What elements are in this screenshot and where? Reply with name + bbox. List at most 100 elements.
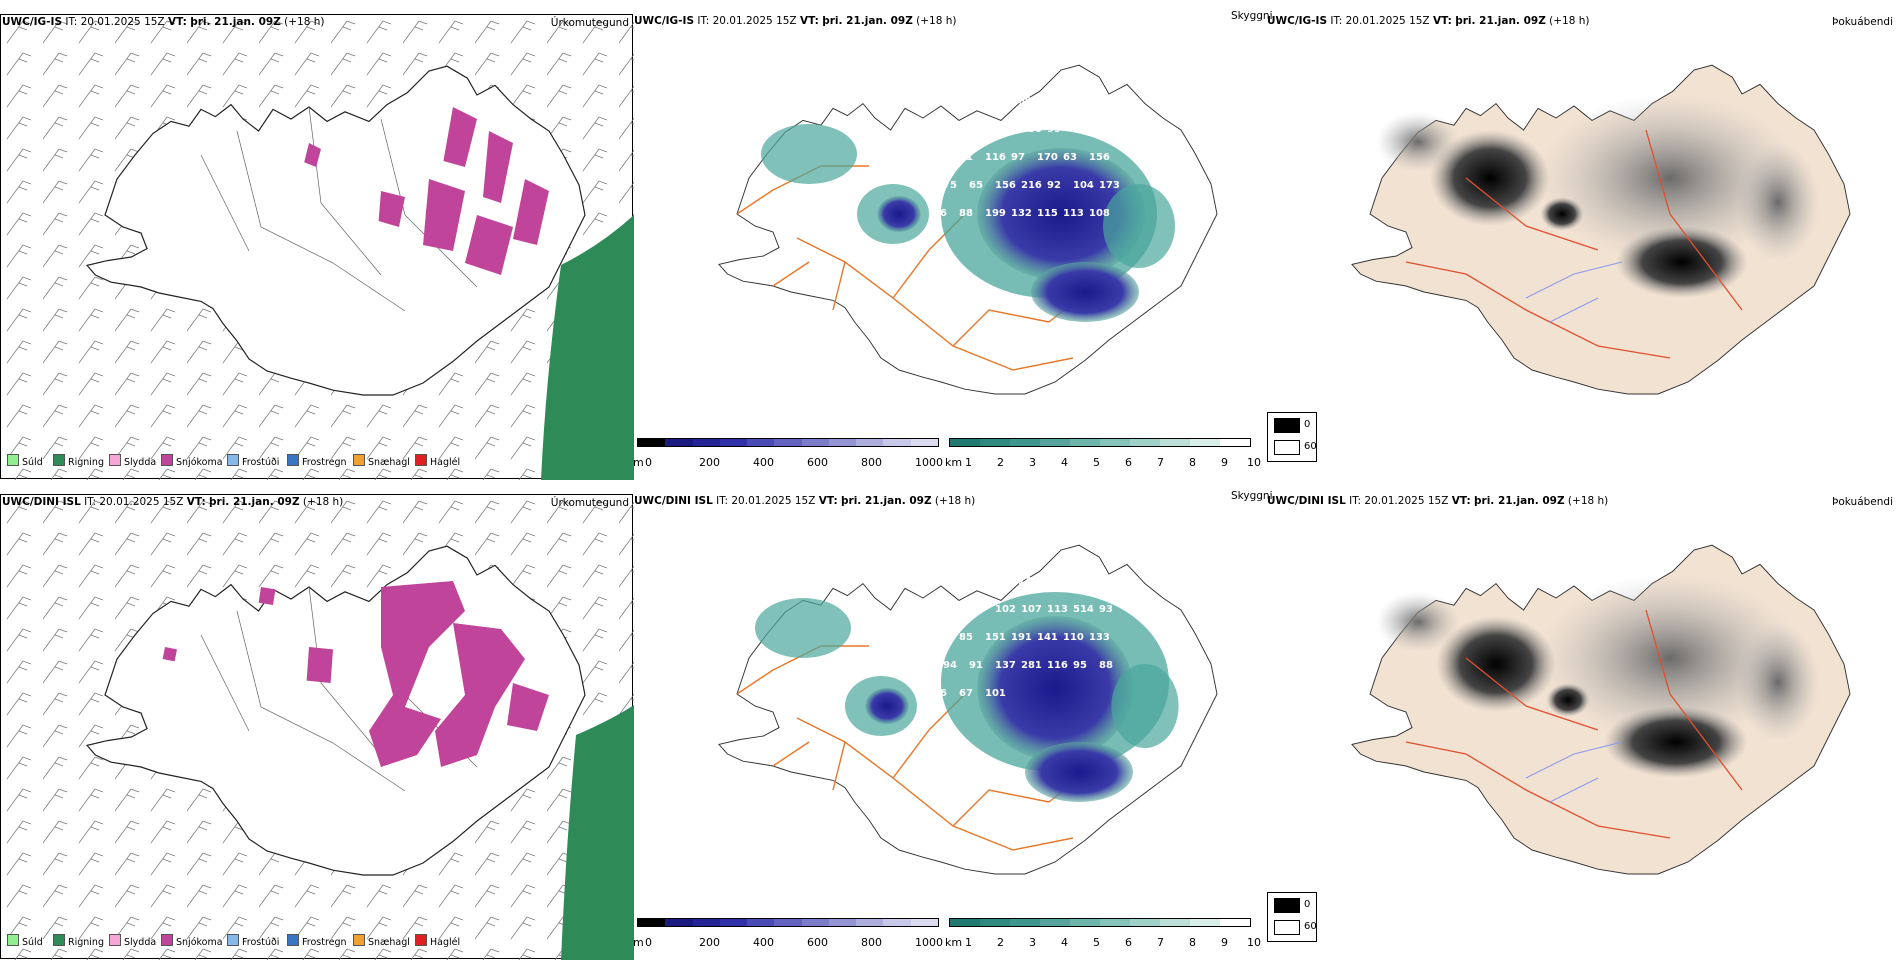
visibility-value-label: 160 bbox=[1063, 576, 1084, 587]
colorbar-swatch bbox=[1040, 919, 1070, 926]
colorbar-swatch bbox=[747, 439, 775, 446]
legend-item: Frostúði bbox=[227, 934, 279, 948]
visibility-colorbar-swatches bbox=[949, 438, 1251, 447]
legend-item: Snæhagl bbox=[353, 454, 410, 468]
visibility-value-label: 224 bbox=[995, 124, 1016, 135]
colorbar-swatch bbox=[1010, 439, 1040, 446]
colorbar-swatch bbox=[910, 919, 938, 926]
visibility-value-label: 108 bbox=[1089, 208, 1110, 219]
visibility-value-label: 65 bbox=[969, 180, 983, 191]
legend-item: Slydda bbox=[109, 934, 156, 948]
product-label: Skyggni bbox=[1231, 10, 1273, 22]
legend-item: Súld bbox=[7, 454, 43, 468]
visibility-colorbar: km 1 2 3 4 5 6 7 8 9 10 bbox=[945, 438, 1261, 472]
visibility-value-label: 91 bbox=[959, 152, 973, 163]
visibility-value-label: 18 bbox=[985, 96, 999, 107]
legend-item: Frostregn bbox=[287, 454, 347, 468]
visibility-value-label: 145 bbox=[1073, 124, 1094, 135]
colorbar-swatch bbox=[950, 439, 980, 446]
visibility-value-label: 113 bbox=[1047, 604, 1068, 615]
legend-swatch bbox=[227, 454, 239, 466]
legend-item: Frostregn bbox=[287, 934, 347, 948]
visibility-value-label: 101 bbox=[985, 688, 1006, 699]
visibility-value-label: 156 bbox=[1089, 152, 1110, 163]
precip-type-panel: UWC/DINI ISL IT: 20.01.2025 15Z VT: þri.… bbox=[0, 494, 634, 960]
visibility-value-label: 281 bbox=[1021, 660, 1042, 671]
legend-swatch bbox=[353, 934, 365, 946]
visibility-value-label: 114 bbox=[1011, 576, 1032, 587]
visibility-value-label: 107 bbox=[1089, 576, 1110, 587]
legend-item: Snæhagl bbox=[353, 934, 410, 948]
visibility-value-label: 116 bbox=[1063, 96, 1084, 107]
ceiling-colorbar-swatches bbox=[637, 438, 939, 447]
visibility-value-label: 94 bbox=[933, 152, 947, 163]
visibility-value-label: 150 bbox=[1021, 124, 1042, 135]
fog-index-panel: UWC/DINI ISL IT: 20.01.2025 15Z VT: þri.… bbox=[1266, 494, 1899, 959]
fog-legend-dark-swatch bbox=[1274, 898, 1300, 913]
ceiling-visibility-panel: 52 28 18 169 22 116 130 155 125 224 150 99 145 899 94 9… bbox=[633, 10, 1273, 479]
colorbar-swatch bbox=[883, 439, 911, 446]
visibility-value-label: 137 bbox=[995, 660, 1016, 671]
visibility-value-label: 97 bbox=[1011, 152, 1025, 163]
colorbar-swatch bbox=[692, 439, 720, 446]
ceiling-visibility-map: 196 203 125 114 105 160 107 152 60 102 107 113 514 93… bbox=[718, 544, 1218, 875]
visibility-value-label: 85 bbox=[959, 632, 973, 643]
precip-type-map bbox=[1, 15, 634, 480]
visibility-value-label: 130 bbox=[1089, 96, 1110, 107]
panel-title: UWC/IG-IS IT: 20.01.2025 15Z VT: þri. 21… bbox=[634, 15, 957, 27]
visibility-value-label: 60 bbox=[969, 604, 983, 615]
legend-swatch bbox=[109, 454, 121, 466]
visibility-value-label: 88 bbox=[959, 208, 973, 219]
visibility-value-label: 116 bbox=[1047, 660, 1068, 671]
visibility-value-label: 514 bbox=[1073, 604, 1094, 615]
visibility-value-label: 156 bbox=[995, 180, 1016, 191]
colorbar-swatch bbox=[638, 919, 666, 926]
visibility-value-label: 152 bbox=[943, 604, 964, 615]
fog-index-panel: UWC/IG-IS IT: 20.01.2025 15Z VT: þri. 21… bbox=[1266, 14, 1899, 479]
visibility-value-label: 170 bbox=[1037, 152, 1058, 163]
ceiling-visibility-map: 52 28 18 169 22 116 130 155 125 224 150 99 145 899 94 9… bbox=[718, 64, 1218, 395]
visibility-value-label: 141 bbox=[1037, 632, 1058, 643]
visibility-value-label: 151 bbox=[985, 632, 1006, 643]
visibility-value-label: 203 bbox=[959, 576, 980, 587]
legend-item: Haglél bbox=[415, 934, 460, 948]
visibility-value-label: 102 bbox=[995, 604, 1016, 615]
colorbar-swatch bbox=[883, 919, 911, 926]
visibility-value-label: 94 bbox=[943, 660, 957, 671]
colorbar-swatch bbox=[980, 439, 1010, 446]
legend-swatch bbox=[161, 454, 173, 466]
product-label: Þokuábendi bbox=[1832, 496, 1893, 508]
colorbar-swatch bbox=[1070, 439, 1100, 446]
panel-title: UWC/IG-IS IT: 20.01.2025 15Z VT: þri. 21… bbox=[2, 16, 325, 28]
visibility-value-label: 105 bbox=[1037, 576, 1058, 587]
ceiling-colorbar: m 0 200 400 600 800 1000 bbox=[633, 918, 943, 952]
visibility-value-label: 125 bbox=[985, 576, 1006, 587]
colorbar-swatch bbox=[856, 439, 884, 446]
product-label: Úrkomutegund bbox=[550, 17, 629, 29]
legend-item: Frostúði bbox=[227, 454, 279, 468]
legend-swatch bbox=[53, 454, 65, 466]
visibility-value-label: 115 bbox=[1037, 208, 1058, 219]
colorbar-swatch bbox=[1130, 439, 1160, 446]
legend-swatch bbox=[287, 454, 299, 466]
colorbar-swatch bbox=[1160, 919, 1190, 926]
legend-swatch bbox=[161, 934, 173, 946]
precip-type-panel: UWC/IG-IS IT: 20.01.2025 15Z VT: þri. 21… bbox=[0, 14, 634, 480]
fog-index-map bbox=[1351, 544, 1851, 875]
legend-item: Snjókoma bbox=[161, 454, 223, 468]
legend-swatch bbox=[7, 454, 19, 466]
visibility-value-label: 191 bbox=[1011, 632, 1032, 643]
visibility-value-label: 199 bbox=[985, 208, 1006, 219]
colorbar-swatch bbox=[1160, 439, 1190, 446]
legend-swatch bbox=[415, 454, 427, 466]
legend-swatch bbox=[7, 934, 19, 946]
product-label: Skyggni bbox=[1231, 490, 1273, 502]
visibility-value-label: 76 bbox=[933, 208, 947, 219]
legend-swatch bbox=[227, 934, 239, 946]
colorbar-swatch bbox=[1070, 919, 1100, 926]
visibility-value-label: 107 bbox=[1021, 604, 1042, 615]
ceiling-visibility-panel: 196 203 125 114 105 160 107 152 60 102 107 113 514 93… bbox=[633, 490, 1273, 959]
colorbar-swatch bbox=[1220, 439, 1250, 446]
legend-item: Haglél bbox=[415, 454, 460, 468]
visibility-value-label: 99 bbox=[1047, 124, 1061, 135]
